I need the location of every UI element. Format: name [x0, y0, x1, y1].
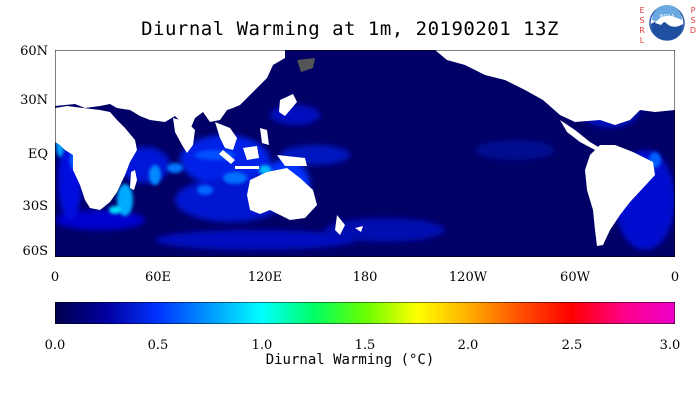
north-america [435, 50, 675, 125]
colorbar-tick-3: 1.5 [354, 338, 376, 353]
africa [55, 106, 137, 210]
esrl-letter: L [639, 36, 645, 45]
lat-label-30s: 30S [22, 199, 48, 214]
madagascar [130, 170, 137, 190]
noaa-logo-text: NOAA [660, 14, 675, 20]
map-title: Diurnal Warming at 1m, 20190201 13Z [141, 18, 559, 40]
southeast-asia [215, 122, 237, 150]
colorbar-title: Diurnal Warming (°C) [265, 352, 435, 368]
eurasia [55, 50, 675, 136]
lon-label-120e: 120E [247, 270, 283, 285]
new-zealand [335, 215, 345, 235]
esrl-letter: E [639, 6, 645, 15]
esrl-letters: E S R L [638, 6, 646, 46]
lon-label-60w: 60W [560, 270, 590, 285]
java [235, 166, 259, 169]
psd-letter: S [690, 16, 696, 25]
lon-label-180: 180 [352, 270, 378, 285]
colorbar-tick-4: 2.0 [457, 338, 479, 353]
psd-letter: D [689, 26, 697, 35]
south-america [585, 145, 655, 246]
esrl-letter: R [639, 26, 645, 35]
lon-label-0-left: 0 [50, 270, 60, 285]
japan [279, 94, 297, 116]
psd-letters: P S D [689, 6, 697, 36]
psd-letter: P [690, 6, 696, 15]
esrl-letter: S [639, 16, 645, 25]
lat-label-eq: EQ [27, 147, 48, 162]
sumatra [219, 150, 235, 164]
colorbar [55, 302, 675, 324]
central-america [560, 120, 600, 150]
diurnal-warming-map [55, 50, 675, 257]
borneo [243, 146, 259, 160]
colorbar-tick-6: 3.0 [659, 338, 681, 353]
lat-label-60n: 60N [20, 44, 48, 59]
lon-label-60e: 60E [144, 270, 172, 285]
new-guinea [277, 155, 307, 166]
colorbar-tick-2: 1.0 [251, 338, 273, 353]
colorbar-tick-5: 2.5 [561, 338, 583, 353]
philippines [260, 128, 269, 145]
lon-label-120w: 120W [448, 270, 488, 285]
landmasses [55, 50, 675, 246]
antarctica-tip [355, 226, 363, 232]
india [173, 118, 195, 153]
lat-label-30n: 30N [20, 93, 48, 108]
lat-label-60s: 60S [22, 244, 48, 259]
noaa-logo-icon: NOAA [649, 5, 685, 41]
lon-label-0-right: 0 [670, 270, 680, 285]
australia [247, 168, 317, 220]
colorbar-gradient [55, 302, 675, 324]
colorbar-tick-0: 0.0 [44, 338, 66, 353]
colorbar-tick-1: 0.5 [147, 338, 169, 353]
